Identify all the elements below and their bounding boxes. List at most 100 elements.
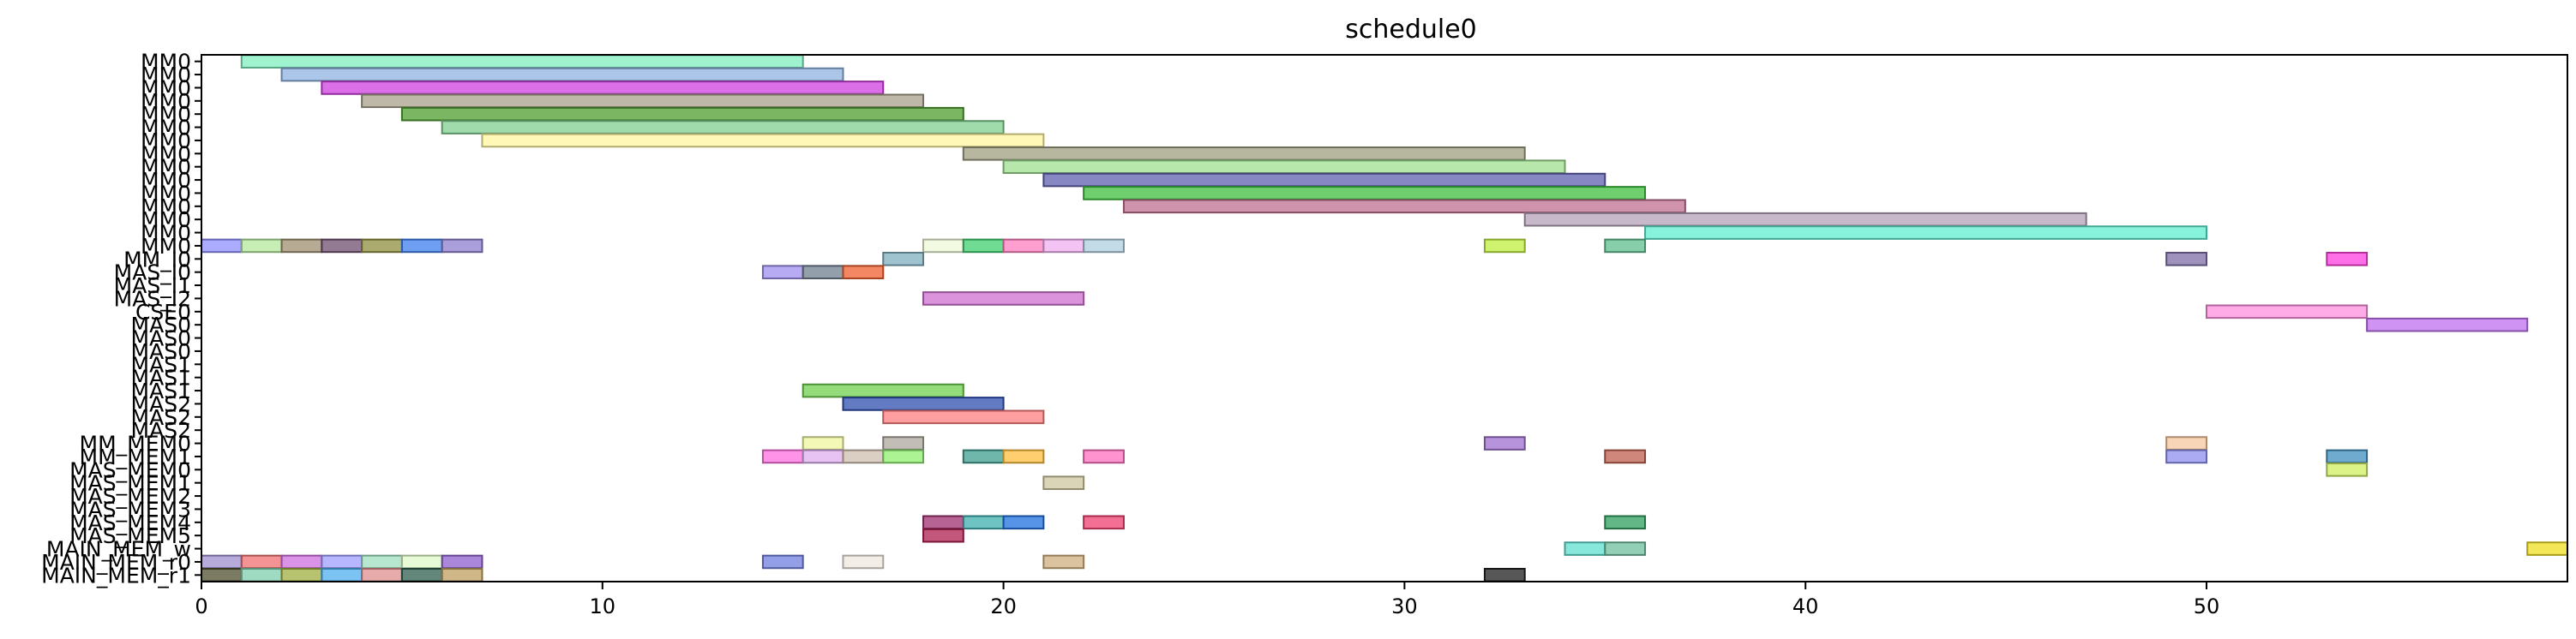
y-tick-label: MAS0 [131,313,191,337]
x-tick-label: 20 [990,594,1017,618]
bar-main-mem-r1-82 [1483,568,1526,582]
bar-mas-i0-33 [842,265,885,279]
bar-mm0-3 [361,93,925,109]
x-axis: 0 10 20 30 40 50 [195,582,2219,618]
bar-mm-mem1-52 [2165,449,2207,464]
bar-mm-mem1-48 [962,449,1005,464]
bar-mm0-16 [280,238,323,254]
y-tick-label: MM0 [141,102,191,127]
y-tick-label: MAS2 [131,418,191,443]
y-tick-label: MAS_MEM5 [69,523,191,548]
bar-main-mem-w-62 [1564,541,1606,556]
bar-mm0-14 [201,238,243,254]
y-tick-label: MAS0 [131,339,191,364]
y-tick-label: MM0 [141,50,191,75]
bar-mm0-20 [441,238,483,254]
bar-mm-i0-30 [2326,252,2369,266]
bar-mas1-37 [802,383,964,398]
bar-mm0-23 [1002,238,1045,254]
bar-mm0-19 [400,238,443,254]
bar-mas-mem4-58 [1002,515,1045,530]
plot-frame [201,54,2568,582]
y-tick-label: MAS_I1 [114,273,191,298]
bar-mas-mem4-56 [922,515,964,530]
bar-mas-i2-34 [922,291,1085,306]
bar-main-mem-r0-72 [761,554,804,570]
y-tick-label: MAS_MEM1 [69,471,191,496]
bar-main-mem-w-63 [1604,541,1647,556]
bar-main-mem-r1-76 [240,568,283,582]
bar-mm-mem0-40 [802,436,844,451]
x-tick-label: 40 [1792,594,1819,618]
bar-mm0-17 [321,238,363,254]
y-tick-label: MM0 [141,128,191,153]
bar-mm0-12 [1523,212,2087,227]
bar-mas-mem0-54 [2326,463,2369,477]
bar-mm0-27 [1604,238,1647,254]
y-tick-label: MM_I0 [123,247,191,272]
bar-mm0-25 [1083,238,1125,254]
bar-main-mem-r1-75 [201,568,243,582]
bar-mas0-36 [2366,317,2529,332]
bar-mas-mem4-60 [1604,515,1647,530]
bar-mm0-2 [321,81,885,95]
x-tick-label: 10 [590,594,616,618]
bar-mm0-4 [400,106,964,122]
bar-mm0-18 [361,238,403,254]
y-tick-label: MAS0 [131,326,191,351]
bar-mm0-10 [1083,186,1647,200]
bar-mas2-38 [842,397,1005,411]
x-tick-label: 30 [1391,594,1418,618]
bar-main-mem-r0-70 [400,554,443,570]
bar-mm-mem1-51 [1604,449,1647,464]
y-axis-labels: MM0MM0MM0MM0MM0MM0MM0MM0MM0MM0MM0MM0MM0M… [41,50,201,588]
y-tick-label: MAS1 [131,366,191,391]
y-tick-label: MM0 [141,181,191,206]
y-tick-label: MM0 [141,194,191,219]
bar-main-mem-r0-73 [842,554,885,570]
bar-mm0-7 [962,146,1526,161]
bar-mm-mem1-44 [761,449,804,464]
bar-mm-mem0-42 [1483,436,1526,451]
bar-mm0-26 [1483,238,1526,254]
bar-mas-mem4-59 [1083,515,1125,530]
bar-mm0-22 [962,238,1005,254]
bar-mm-mem1-50 [1083,449,1125,464]
bar-mm-mem1-45 [802,449,844,464]
y-tick-label: MAS_MEM2 [69,484,191,509]
bar-mm0-11 [1122,199,1686,214]
y-tick-label: MM_MEM1 [80,445,191,469]
y-tick-label: MAS2 [131,405,191,430]
bar-mm0-6 [481,133,1045,148]
bar-mm0-1 [280,67,844,82]
y-tick-label: MAS_MEM0 [69,457,191,482]
bar-mm-mem1-46 [842,449,885,464]
y-tick-label: MAS_I0 [114,260,191,285]
y-tick-label: MM0 [141,116,191,140]
y-tick-label: MM0 [141,207,191,232]
bar-mm0-15 [240,238,283,254]
y-tick-label: MM0 [141,89,191,114]
bar-main-mem-r1-79 [361,568,403,582]
bar-main-mem-w-64 [2526,541,2569,556]
bar-mas-mem5-61 [922,528,964,543]
bar-main-mem-r1-78 [321,568,363,582]
y-tick-label: MAIN_MEM_r0 [41,550,191,575]
bar-mm0-24 [1042,238,1085,254]
y-tick-label: MAS1 [131,379,191,403]
y-tick-label: MM0 [141,234,191,259]
bar-mm-mem1-49 [1002,449,1045,464]
y-tick-label: CSE0 [135,300,191,325]
bar-mas-mem4-57 [962,515,1005,530]
bar-mm-mem1-53 [2326,449,2369,464]
bar-mm0-5 [441,120,1005,134]
bar-cse0-35 [2205,304,2369,320]
y-tick-label: MAS2 [131,391,191,416]
bar-mm0-8 [1002,159,1566,174]
y-tick-label: MM0 [141,168,191,193]
y-tick-label: MAS_MEM3 [69,497,191,522]
bar-mm0-21 [922,238,964,254]
bar-mm0-13 [1644,225,2207,240]
bar-mas-i0-31 [761,265,804,279]
